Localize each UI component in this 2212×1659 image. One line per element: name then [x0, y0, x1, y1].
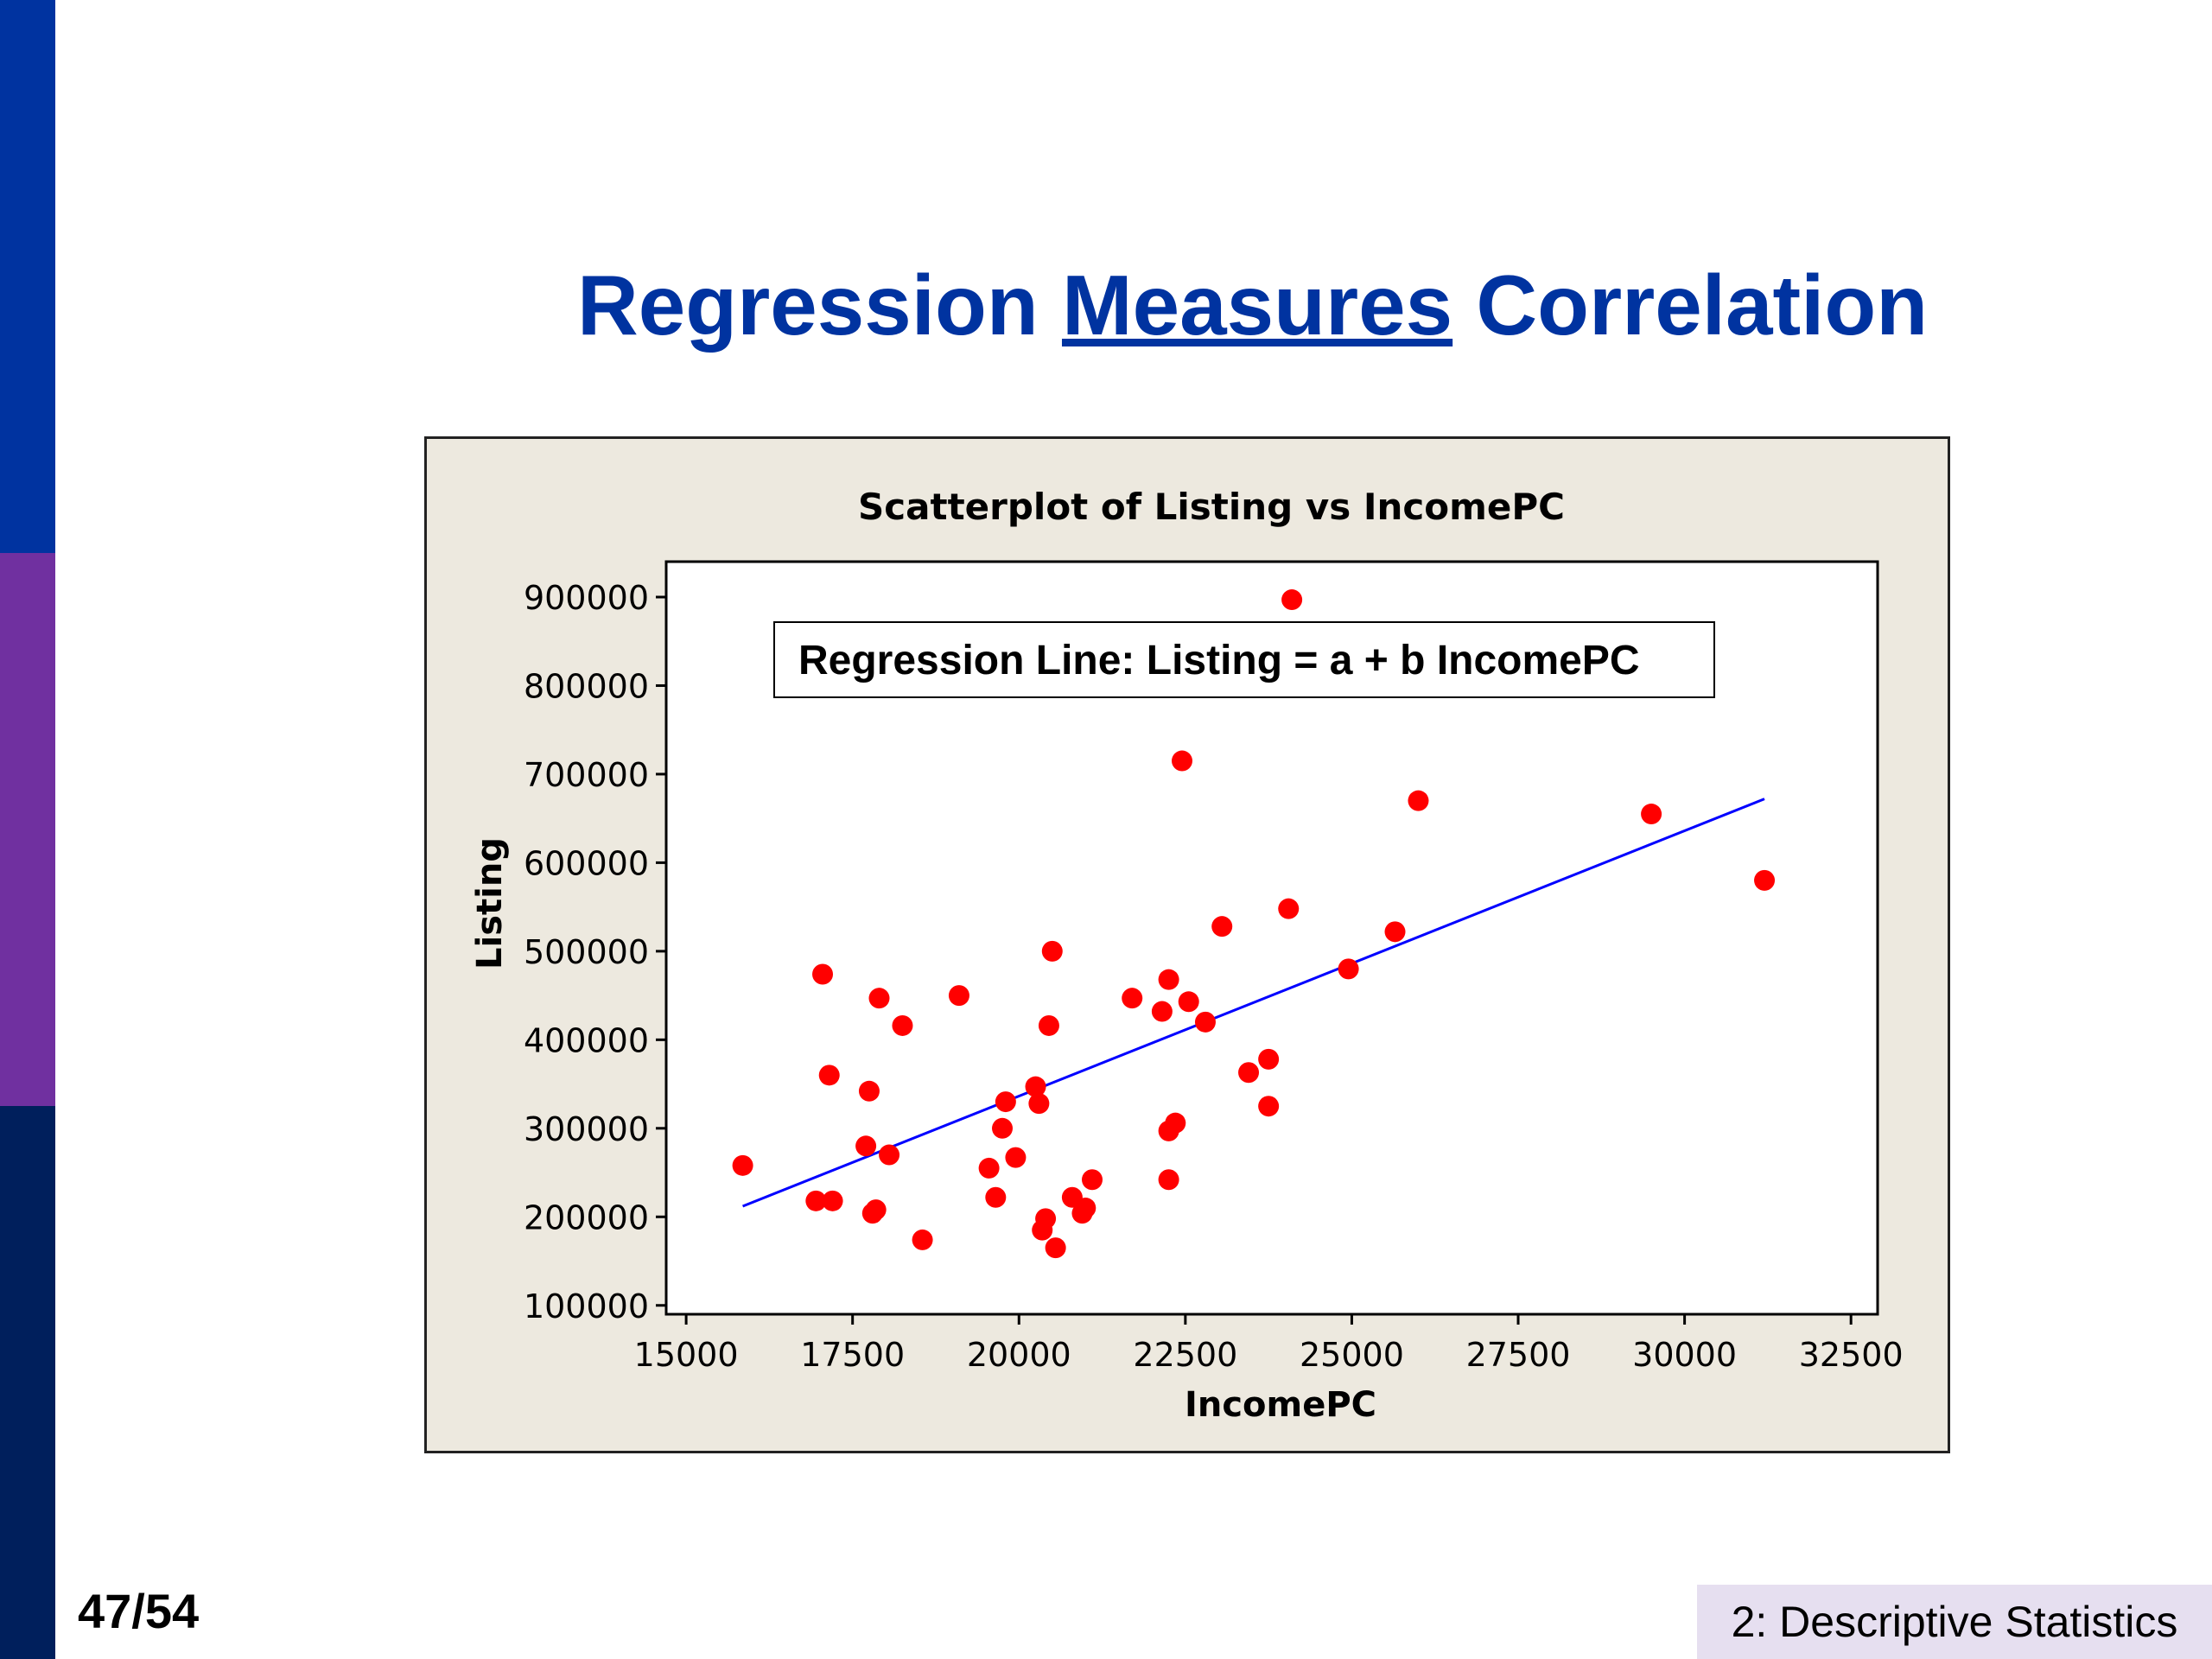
- data-point: [978, 1157, 1000, 1179]
- data-point: [855, 1135, 877, 1157]
- data-point: [1045, 1237, 1066, 1259]
- y-tick-label: 100000: [524, 1287, 649, 1325]
- data-point: [992, 1117, 1014, 1139]
- data-point: [858, 1080, 880, 1102]
- y-tick-label: 500000: [524, 933, 649, 971]
- data-point: [912, 1229, 933, 1250]
- y-axis-label: Listing: [470, 837, 510, 969]
- annotation-box: [773, 621, 1715, 698]
- section-badge: 2: Descriptive Statistics: [1697, 1585, 2212, 1659]
- data-point: [818, 1065, 840, 1086]
- data-point: [1165, 1112, 1186, 1134]
- x-tick-label: 32500: [1799, 1336, 1904, 1374]
- data-point: [1038, 1014, 1059, 1036]
- data-point: [1041, 940, 1063, 962]
- sidebar-stripe-blue: [0, 0, 55, 553]
- data-point: [1075, 1198, 1096, 1219]
- sidebar-stripe-purple: [0, 553, 55, 1106]
- y-tick-label: 200000: [524, 1198, 649, 1236]
- data-point: [1754, 869, 1776, 891]
- data-point: [985, 1186, 1007, 1208]
- x-axis-label: IncomePC: [1185, 1385, 1376, 1425]
- data-point: [948, 985, 969, 1007]
- x-tick-label: 30000: [1632, 1336, 1737, 1374]
- data-point: [1641, 804, 1662, 825]
- data-point: [805, 1190, 827, 1211]
- x-tick-label: 15000: [634, 1336, 739, 1374]
- data-point: [1005, 1147, 1027, 1168]
- title-part-1: Regression: [577, 257, 1039, 353]
- data-point: [1028, 1093, 1050, 1115]
- data-point: [1281, 589, 1303, 611]
- data-point: [1258, 1096, 1280, 1117]
- chart-title: Scatterplot of Listing vs IncomePC: [858, 486, 1565, 528]
- x-tick-label: 22500: [1133, 1336, 1237, 1374]
- slide-title: Regression Measures Correlation: [577, 257, 1994, 353]
- data-point: [1158, 969, 1179, 990]
- regression-line: [742, 798, 1765, 1208]
- x-tick-label: 27500: [1466, 1336, 1571, 1374]
- y-tick-label: 700000: [524, 756, 649, 794]
- data-point: [1258, 1048, 1280, 1070]
- data-point: [892, 1014, 913, 1036]
- sidebar-stripe-navy: [0, 1106, 55, 1659]
- x-tick-label: 17500: [800, 1336, 905, 1374]
- data-point: [868, 988, 890, 1009]
- data-point: [732, 1154, 753, 1176]
- data-point: [1035, 1208, 1057, 1230]
- title-part-2: Correlation: [1476, 257, 1929, 353]
- scatterplot-svg: Scatterplot of Listing vs IncomePC 100000…: [470, 486, 1904, 1425]
- y-tick-label: 900000: [524, 579, 649, 617]
- y-tick-label: 300000: [524, 1110, 649, 1148]
- data-point: [1122, 988, 1143, 1009]
- annotation-text: Regression Line: Listing = a + b IncomeP…: [798, 638, 1640, 683]
- y-tick-label: 600000: [524, 844, 649, 882]
- y-tick-label: 400000: [524, 1021, 649, 1059]
- data-point: [1238, 1062, 1260, 1084]
- data-point: [1082, 1169, 1103, 1191]
- data-point: [1158, 1169, 1179, 1191]
- data-point: [1278, 898, 1300, 919]
- data-point: [1211, 916, 1233, 938]
- data-point: [1151, 1001, 1173, 1022]
- x-tick-label: 25000: [1300, 1336, 1404, 1374]
- data-point: [1338, 958, 1359, 980]
- data-point: [865, 1199, 887, 1221]
- data-point: [1408, 790, 1429, 811]
- data-point: [1025, 1076, 1046, 1097]
- data-point: [1194, 1011, 1216, 1033]
- y-tick-label: 800000: [524, 667, 649, 705]
- data-point: [822, 1190, 843, 1211]
- title-underlined-word: Measures: [1061, 257, 1453, 353]
- data-point: [812, 963, 834, 985]
- scatterplot-panel: Scatterplot of Listing vs IncomePC 100000…: [424, 436, 1950, 1453]
- data-point: [1172, 750, 1193, 772]
- page-number: 47/54: [78, 1584, 200, 1638]
- data-point: [1384, 921, 1406, 943]
- data-point: [1178, 991, 1199, 1013]
- data-point: [995, 1091, 1016, 1113]
- data-point: [879, 1144, 900, 1166]
- x-tick-label: 20000: [967, 1336, 1071, 1374]
